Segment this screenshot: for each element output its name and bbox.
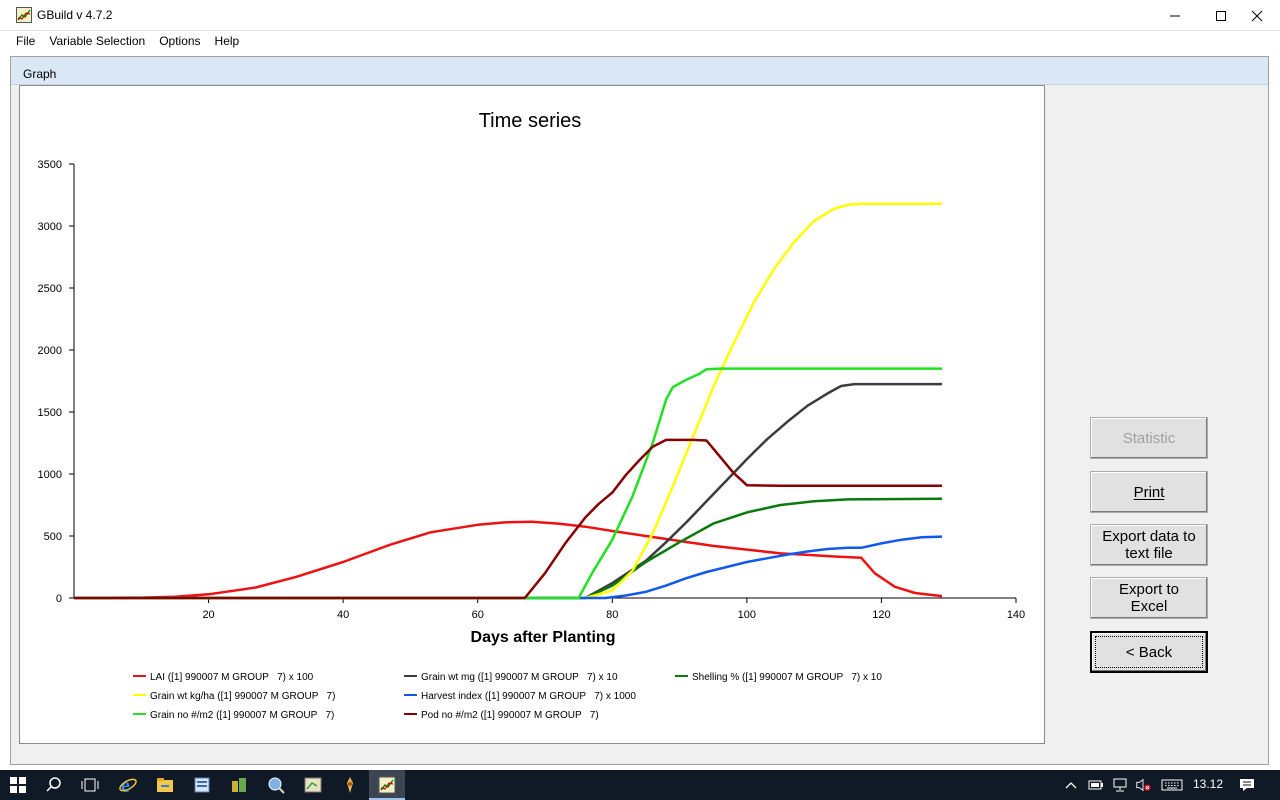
y-tick-label: 2000 — [38, 345, 62, 357]
gbuild-app-icon — [16, 7, 32, 23]
export-text-label-line2: text file — [1125, 545, 1173, 562]
export-excel-button[interactable]: Export to Excel — [1090, 577, 1208, 619]
legend-label: Shelling % ([1] 990007 M GROUP 7) x 10 — [692, 672, 882, 683]
legend-label: Harvest index ([1] 990007 M GROUP 7) x 1… — [421, 691, 636, 702]
x-tick-label: 40 — [337, 609, 349, 621]
app-icon-5[interactable] — [332, 770, 368, 800]
series-line-1 — [73, 520, 943, 600]
menu-options[interactable]: Options — [159, 34, 201, 48]
export-text-button[interactable]: Export data to text file — [1090, 524, 1208, 566]
export-text-label-line1: Export data to — [1102, 528, 1196, 545]
taskbar-clock[interactable]: 13.12 — [1192, 777, 1224, 791]
x-tick-label: 60 — [472, 609, 484, 621]
x-tick-label: 140 — [1007, 609, 1025, 621]
series-line-6 — [74, 367, 942, 600]
app-icon-2[interactable] — [221, 770, 257, 800]
svg-text:e: e — [121, 775, 130, 795]
x-axis-label: Days after Planting — [471, 629, 616, 646]
battery-icon[interactable] — [1088, 777, 1104, 793]
y-tick-label: 0 — [56, 593, 62, 605]
back-button[interactable]: < Back — [1090, 631, 1208, 673]
y-tick-label: 1000 — [38, 469, 62, 481]
series-line-7 — [74, 438, 942, 600]
series-line-4 — [74, 202, 942, 600]
keyboard-icon[interactable] — [1160, 777, 1184, 793]
window-title: GBuild v 4.7.2 — [37, 8, 113, 22]
time-series-chart: Time series 0 500 1000 1500 2000 2500 3000 3500 2… — [38, 110, 1026, 721]
back-button-label: < Back — [1125, 643, 1173, 661]
app-icon-1[interactable] — [184, 770, 220, 800]
legend-label: Pod no #/m2 ([1] 990007 M GROUP 7) — [421, 710, 599, 721]
maximize-button[interactable] — [1198, 0, 1244, 31]
app-icon-3[interactable] — [258, 770, 294, 800]
task-view-icon[interactable] — [72, 770, 108, 800]
menu-file[interactable]: File — [16, 34, 36, 48]
taskbar: e 13.12 — [0, 770, 1280, 800]
graph-tab: Graph — [11, 57, 1268, 85]
y-tick-label: 2500 — [38, 283, 62, 295]
maximize-icon — [1216, 10, 1226, 21]
print-button-label: Print — [1133, 483, 1165, 501]
back-button-focus: < Back — [1095, 636, 1203, 668]
series-line-5 — [74, 535, 943, 600]
legend-label: Grain wt mg ([1] 990007 M GROUP 7) x 10 — [421, 672, 618, 683]
volume-muted-icon[interactable] — [1135, 777, 1151, 793]
statistic-button[interactable]: Statistic — [1090, 417, 1208, 459]
title-bar: GBuild v 4.7.2 — [0, 0, 1280, 31]
close-icon — [1251, 10, 1263, 21]
windows-start-icon[interactable] — [0, 770, 36, 800]
legend-label: Grain wt kg/ha ([1] 990007 M GROUP 7) — [150, 691, 335, 702]
chevron-up-icon[interactable] — [1063, 777, 1079, 793]
network-icon[interactable] — [1112, 777, 1128, 793]
menu-help[interactable]: Help — [214, 34, 240, 48]
plot-panel: Time series 0 500 1000 1500 2000 2500 3000 3500 2… — [19, 85, 1045, 744]
statistic-button-label: Statistic — [1122, 429, 1176, 447]
y-tick-label: 3500 — [38, 159, 62, 171]
chart-title: Time series — [479, 110, 582, 132]
graph-tab-label: Graph — [23, 67, 57, 81]
series-line-3 — [74, 497, 943, 600]
minimize-button[interactable] — [1152, 0, 1198, 31]
file-explorer-icon[interactable] — [147, 770, 183, 800]
x-tick-label: 20 — [202, 609, 214, 621]
x-tick-label: 120 — [872, 609, 890, 621]
print-button[interactable]: Print — [1090, 471, 1208, 513]
menu-variable-selection[interactable]: Variable Selection — [49, 34, 146, 48]
internet-explorer-icon[interactable]: e — [110, 770, 146, 800]
legend-label: Grain no #/m2 ([1] 990007 M GROUP 7) — [150, 710, 334, 721]
app-icon-4[interactable] — [295, 770, 331, 800]
minimize-icon — [1170, 15, 1180, 16]
x-tick-label: 80 — [606, 609, 618, 621]
notification-icon[interactable] — [1239, 777, 1255, 793]
y-tick-label: 1500 — [38, 407, 62, 419]
y-tick-label: 3000 — [38, 221, 62, 233]
legend-label: LAI ([1] 990007 M GROUP 7) x 100 — [150, 672, 314, 683]
export-excel-label-line2: Excel — [1130, 598, 1168, 615]
y-tick-label: 500 — [44, 531, 62, 543]
series-line-2 — [74, 382, 942, 600]
x-tick-label: 100 — [738, 609, 756, 621]
close-button[interactable] — [1234, 0, 1280, 31]
menu-bar: File Variable Selection Options Help — [0, 31, 1280, 51]
export-excel-label-line1: Export to — [1118, 581, 1180, 598]
search-icon[interactable] — [36, 770, 72, 800]
gbuild-taskbar-icon[interactable] — [369, 770, 405, 800]
